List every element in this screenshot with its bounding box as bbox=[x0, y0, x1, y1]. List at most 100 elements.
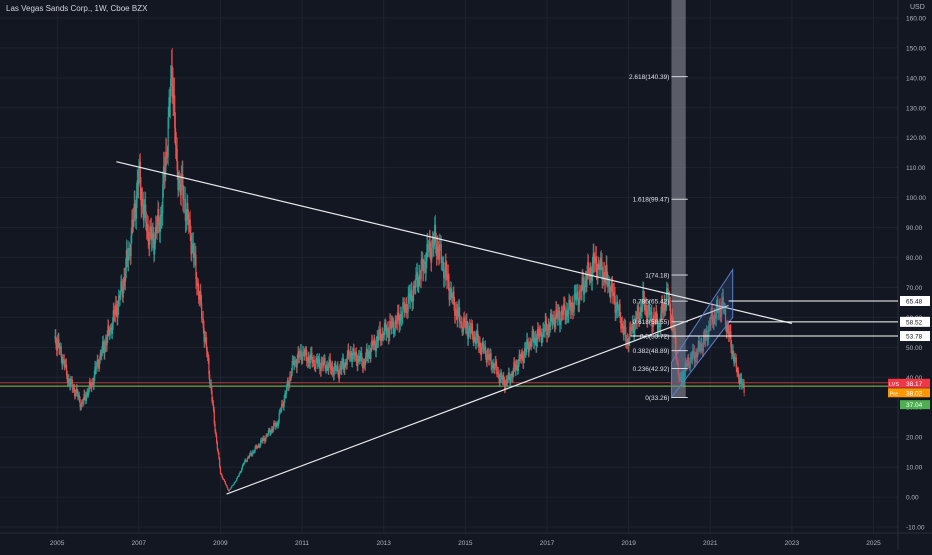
candle-body bbox=[367, 354, 369, 358]
candle-body bbox=[101, 350, 103, 356]
candle-body bbox=[655, 311, 657, 321]
candle-body bbox=[326, 364, 328, 368]
candle-body bbox=[119, 294, 121, 300]
horizontal-level-tag bbox=[900, 331, 930, 342]
candle-body bbox=[521, 352, 523, 356]
candle-body bbox=[289, 376, 291, 385]
candle-body bbox=[518, 354, 520, 365]
candle-body bbox=[643, 290, 645, 300]
candle-body bbox=[652, 326, 654, 327]
candle-body bbox=[715, 304, 717, 319]
candle-body bbox=[564, 306, 566, 320]
candle-body bbox=[526, 339, 528, 350]
candle-body bbox=[412, 285, 415, 302]
candle-body bbox=[484, 346, 487, 357]
candle-body bbox=[449, 295, 451, 301]
x-tick-label: 2007 bbox=[132, 540, 147, 547]
candle-body bbox=[423, 261, 426, 265]
candle-body bbox=[724, 309, 727, 325]
candle-body bbox=[108, 330, 111, 336]
candle-body bbox=[107, 325, 109, 338]
candle-body bbox=[672, 316, 674, 325]
candle-body bbox=[706, 329, 708, 340]
candle-body bbox=[403, 301, 405, 313]
fibonacci-level-label: 0.5(53.72) bbox=[640, 334, 670, 341]
candle-body bbox=[57, 339, 59, 342]
candle-body bbox=[622, 328, 624, 335]
candle-body bbox=[98, 363, 100, 369]
candle-body bbox=[225, 483, 227, 486]
candle-body bbox=[352, 348, 354, 353]
candle-body bbox=[612, 284, 614, 297]
candle-body bbox=[220, 473, 222, 475]
candle-body bbox=[85, 396, 87, 402]
candle-body bbox=[251, 454, 253, 456]
candle-body bbox=[433, 237, 435, 246]
y-tick-label: 10.00 bbox=[906, 465, 923, 472]
candle-body bbox=[63, 359, 65, 368]
candle-body bbox=[380, 340, 382, 342]
candle-body bbox=[382, 332, 384, 338]
candle-body bbox=[248, 456, 250, 458]
candle-body bbox=[104, 345, 106, 354]
candle-body bbox=[504, 381, 506, 389]
candle-body bbox=[736, 368, 738, 373]
candle-body bbox=[591, 265, 593, 282]
candle-body bbox=[711, 311, 713, 316]
candle-body bbox=[732, 350, 734, 357]
candle-body bbox=[182, 174, 184, 199]
candle-body bbox=[528, 346, 530, 353]
candle-body bbox=[731, 346, 733, 354]
candle-body bbox=[700, 344, 702, 351]
candle-body bbox=[625, 341, 628, 343]
candle-body bbox=[294, 360, 296, 366]
candle-body bbox=[132, 219, 135, 227]
candle-body bbox=[120, 281, 122, 295]
y-tick-label: 160.00 bbox=[906, 15, 926, 22]
candle-body bbox=[728, 331, 730, 335]
candle-body bbox=[242, 464, 244, 466]
candle-body bbox=[59, 346, 62, 349]
fibonacci-level-label: 1.618(99.47) bbox=[633, 197, 670, 204]
candle-body bbox=[167, 116, 169, 157]
candle-body bbox=[582, 277, 584, 282]
candle-body bbox=[495, 361, 497, 366]
candle-body bbox=[204, 337, 206, 342]
upper-triangle-trendline bbox=[116, 161, 793, 324]
candle-body bbox=[81, 402, 83, 406]
candle-body bbox=[329, 359, 331, 363]
candle-body bbox=[201, 318, 204, 320]
candle-body bbox=[674, 328, 676, 338]
candle-body bbox=[155, 227, 157, 233]
candle-body bbox=[138, 161, 141, 169]
candle-body bbox=[184, 199, 186, 221]
candle-body bbox=[587, 261, 589, 275]
candle-body bbox=[111, 327, 113, 335]
candle-body bbox=[134, 203, 136, 213]
candle-body bbox=[235, 480, 237, 482]
candle-body bbox=[224, 481, 226, 484]
candle-body bbox=[77, 395, 80, 398]
candle-body bbox=[455, 309, 457, 313]
candle-body bbox=[669, 303, 672, 322]
candle-body bbox=[457, 309, 459, 320]
candle-body bbox=[96, 360, 98, 368]
fibonacci-level-label: 0.236(42.92) bbox=[633, 366, 670, 373]
candle-body bbox=[703, 335, 705, 339]
candle-body bbox=[431, 247, 433, 263]
candle-body bbox=[679, 377, 681, 380]
candle-body bbox=[513, 362, 516, 367]
candle-body bbox=[127, 256, 129, 261]
candle-body bbox=[256, 445, 258, 449]
candle-body bbox=[661, 303, 664, 313]
candle-body bbox=[498, 374, 500, 383]
candle-body bbox=[562, 313, 564, 316]
candle-body bbox=[507, 379, 509, 383]
candle-body bbox=[683, 371, 686, 380]
candle-body bbox=[397, 312, 399, 314]
candle-body bbox=[684, 362, 686, 372]
candle-body bbox=[607, 278, 609, 287]
candle-body bbox=[217, 449, 219, 453]
